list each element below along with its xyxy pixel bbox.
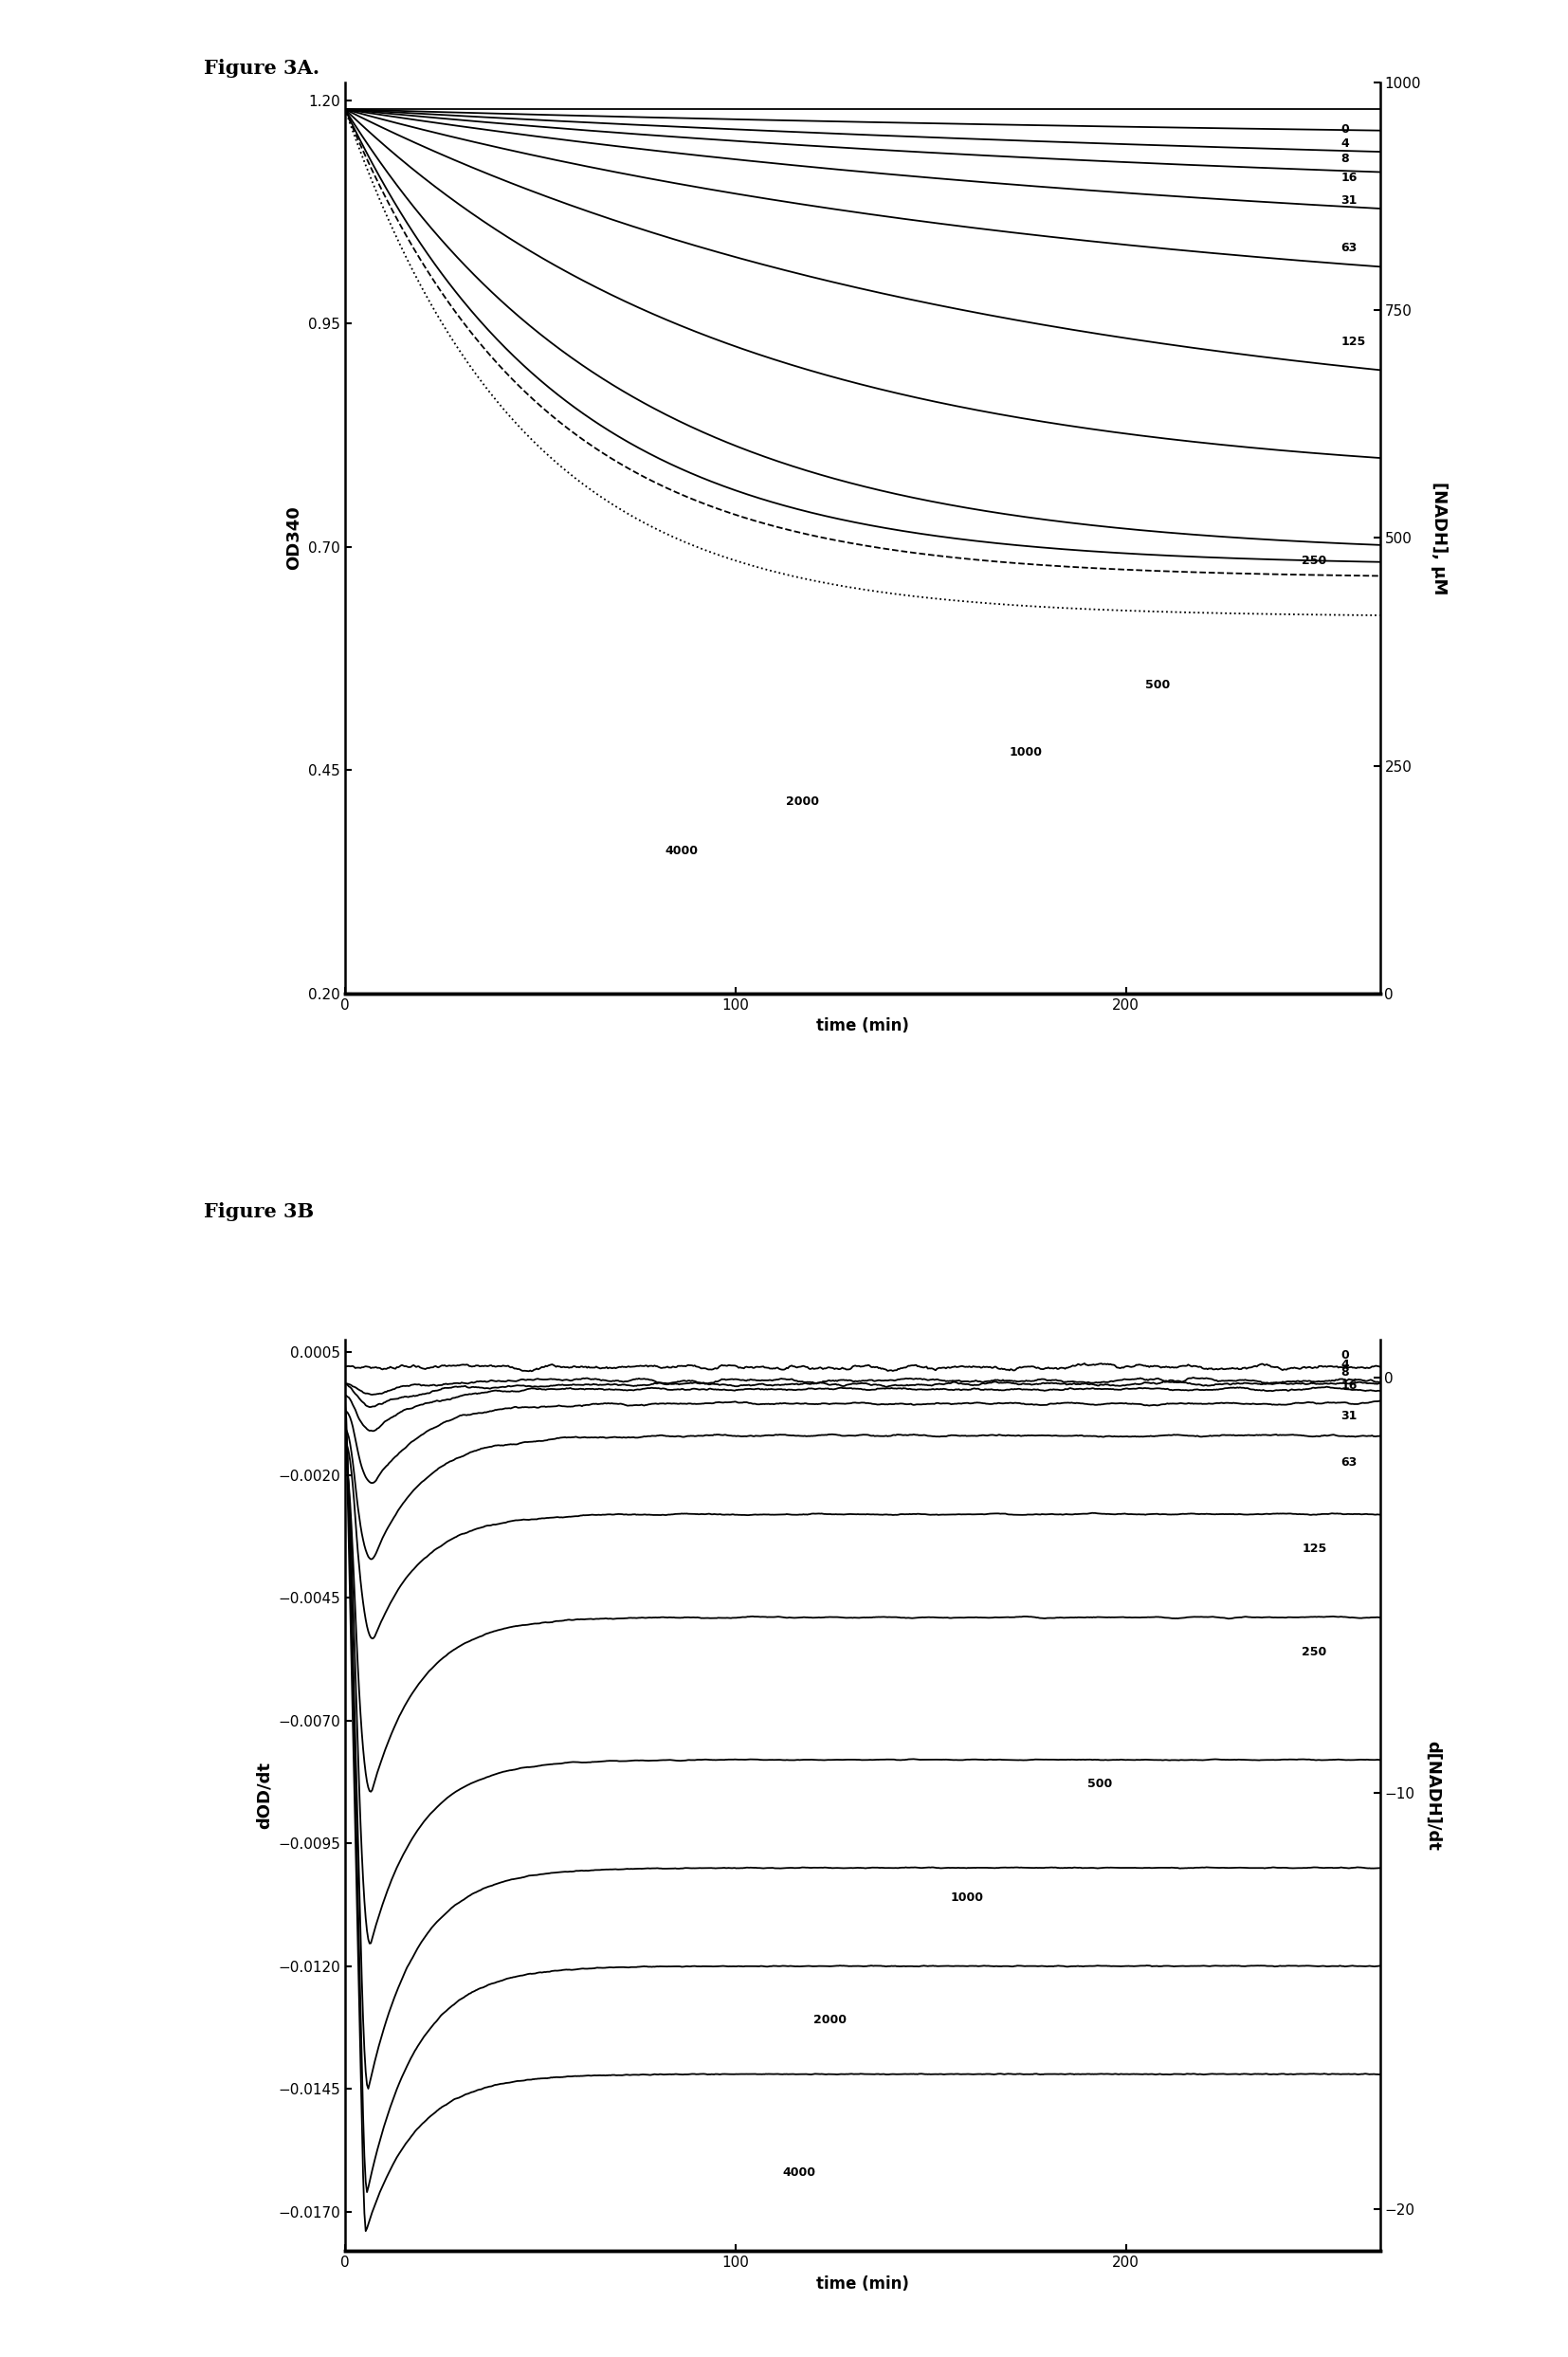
Text: 125: 125	[1301, 1541, 1327, 1556]
Text: 250: 250	[1301, 1645, 1327, 1657]
Text: 4000: 4000	[665, 844, 698, 858]
Text: 500: 500	[1146, 679, 1170, 691]
X-axis label: time (min): time (min)	[815, 2275, 909, 2291]
Text: 1000: 1000	[950, 1890, 983, 1904]
Text: 16: 16	[1341, 1379, 1358, 1391]
Text: 500: 500	[1087, 1777, 1112, 1791]
Text: 63: 63	[1341, 1457, 1358, 1468]
Text: 4: 4	[1341, 1358, 1348, 1369]
Text: 31: 31	[1341, 1409, 1358, 1421]
Text: 250: 250	[1301, 554, 1327, 566]
Text: Figure 3A.: Figure 3A.	[204, 59, 320, 78]
Y-axis label: [NADH], μM: [NADH], μM	[1430, 481, 1447, 594]
X-axis label: time (min): time (min)	[815, 1018, 909, 1035]
Text: 16: 16	[1341, 172, 1358, 184]
Text: 0: 0	[1341, 123, 1348, 134]
Text: 2000: 2000	[814, 2013, 847, 2027]
Text: 0: 0	[1341, 1348, 1348, 1362]
Text: 8: 8	[1341, 153, 1348, 165]
Y-axis label: d[NADH]/dt: d[NADH]/dt	[1424, 1739, 1441, 1850]
Text: 4000: 4000	[782, 2166, 815, 2178]
Text: 2000: 2000	[786, 794, 820, 808]
Text: Figure 3B: Figure 3B	[204, 1202, 314, 1221]
Text: 4: 4	[1341, 137, 1348, 148]
Text: 1000: 1000	[1008, 747, 1043, 759]
Text: 8: 8	[1341, 1367, 1348, 1379]
Y-axis label: dOD/dt: dOD/dt	[256, 1761, 273, 1829]
Text: 31: 31	[1341, 193, 1358, 207]
Y-axis label: OD340: OD340	[285, 507, 303, 570]
Text: 63: 63	[1341, 240, 1358, 255]
Text: 125: 125	[1341, 335, 1366, 349]
